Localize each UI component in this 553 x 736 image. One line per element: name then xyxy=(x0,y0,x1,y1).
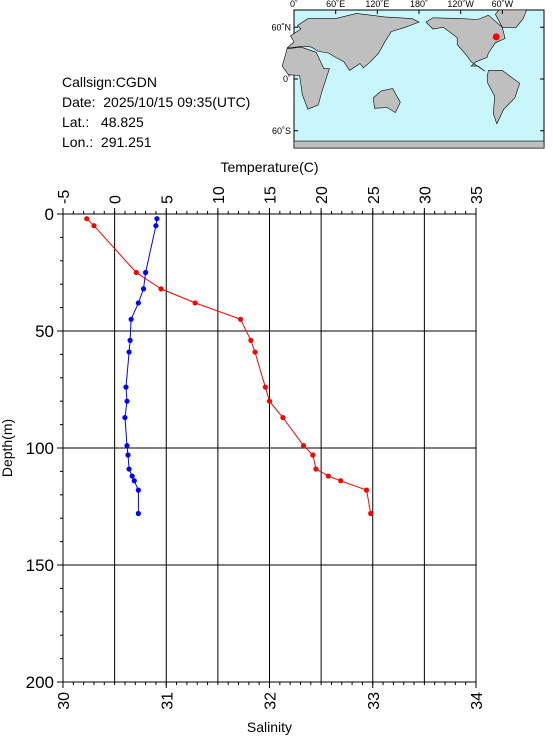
map-top-tick-label: 180˚ xyxy=(410,0,428,9)
grid xyxy=(62,213,477,683)
salinity-point xyxy=(135,487,141,493)
salinity-point xyxy=(135,510,141,517)
salinity-point xyxy=(135,300,141,306)
temperature-point xyxy=(325,473,331,479)
salinity-tick-label: 32 xyxy=(263,692,280,710)
salinity-axis-label: Salinity xyxy=(247,719,292,735)
lat-label: Lat.: xyxy=(62,114,90,130)
depth-tick-label: 0 xyxy=(45,205,54,224)
map-ticks: 0˚ 60˚E 120˚E 180˚ 120˚W 60˚W 60˚N 0˚ 60˚S xyxy=(271,0,544,136)
temperature-point xyxy=(338,478,344,484)
depth-axis: 0 50 100 150 200 Depth(m) xyxy=(0,205,63,692)
callsign-line: Callsign:CGDN xyxy=(62,72,250,92)
map-top-tick-label: 120˚W xyxy=(447,0,474,9)
salinity-point xyxy=(123,384,129,390)
temperature-axis: -5 0 5 10 15 20 25 30 35 Temperature(C) xyxy=(56,159,486,214)
depth-tick-label: 50 xyxy=(35,322,54,341)
depth-tick-label: 100 xyxy=(26,439,54,458)
date-label: Date: xyxy=(62,94,96,110)
temperature-point xyxy=(310,452,316,458)
temperature-axis-label: Temperature(C) xyxy=(220,159,318,175)
lon-line: Lon.: 291.251 xyxy=(62,132,250,152)
map-left-tick-label: 60˚S xyxy=(272,126,291,136)
map-left-tick-label: 0˚ xyxy=(283,74,291,84)
temperature-tick-label: 0 xyxy=(108,195,125,204)
temperature-point xyxy=(300,443,307,449)
salinity-tick-label: 33 xyxy=(366,692,383,710)
salinity-point xyxy=(128,316,134,322)
map-left-tick-label: 60˚N xyxy=(271,22,291,32)
land-mass xyxy=(495,9,528,28)
lat-line: Lat.: 48.825 xyxy=(62,112,250,132)
temperature-tick-label: -5 xyxy=(56,190,73,204)
salinity-tick-label: 30 xyxy=(56,692,73,710)
temperature-point xyxy=(363,487,370,493)
salinity-tick-label: 31 xyxy=(159,692,176,710)
map-land xyxy=(281,9,545,149)
lat-value: 48.825 xyxy=(100,114,144,130)
temperature-point xyxy=(133,269,139,276)
temperature-point xyxy=(158,286,164,292)
depth-axis-label: Depth(m) xyxy=(0,419,15,477)
map-top-tick-label: 60˚W xyxy=(492,0,514,9)
temperature-point xyxy=(266,398,273,404)
land-mass xyxy=(372,88,401,114)
salinity-point xyxy=(125,452,131,458)
temperature-point xyxy=(252,349,258,355)
temperature-point xyxy=(368,510,374,517)
depth-tick-label: 150 xyxy=(26,556,54,575)
temperature-point xyxy=(91,223,97,229)
temperature-tick-label: 35 xyxy=(469,186,486,204)
salinity-point xyxy=(140,286,147,292)
world-map: 0˚ 60˚E 120˚E 180˚ 120˚W 60˚W 60˚N 0˚ 60˚S xyxy=(271,0,545,149)
salinity-point xyxy=(153,223,159,229)
callsign-value: CGDN xyxy=(115,74,157,90)
callsign-label: Callsign: xyxy=(62,74,116,90)
salinity-tick-label: 34 xyxy=(469,692,486,710)
date-value: 2025/10/15 09:35(UTC) xyxy=(103,94,251,110)
land-mass xyxy=(286,13,420,71)
temperature-point xyxy=(192,300,198,306)
temperature-series xyxy=(84,216,374,517)
map-top-tick-label: 120˚E xyxy=(365,0,389,9)
temperature-point xyxy=(280,414,286,421)
date-line: Date: 2025/10/15 09:35(UTC) xyxy=(62,92,250,112)
salinity-point xyxy=(122,414,128,421)
map-top-tick-label: 60˚E xyxy=(326,0,345,9)
temperature-point xyxy=(262,384,268,390)
depth-tick-label: 200 xyxy=(26,673,54,692)
temperature-tick-label: 5 xyxy=(159,195,176,204)
salinity-point xyxy=(131,478,137,484)
land-mass xyxy=(486,70,521,125)
salinity-point xyxy=(126,466,132,472)
map-top-tick-label: 0˚ xyxy=(290,0,298,9)
lon-value: 291.251 xyxy=(100,134,152,150)
salinity-point xyxy=(124,398,130,404)
land-mass xyxy=(293,140,545,149)
land-mass xyxy=(425,14,506,72)
salinity-series xyxy=(122,216,160,517)
temperature-tick-label: 15 xyxy=(263,186,280,204)
salinity-point xyxy=(129,473,135,479)
salinity-axis: 30 31 32 33 34 Salinity xyxy=(56,682,486,735)
salinity-point xyxy=(143,269,149,276)
salinity-point xyxy=(126,349,132,355)
land-mass xyxy=(281,46,330,110)
temperature-tick-label: 30 xyxy=(417,186,434,204)
station-marker xyxy=(492,33,500,41)
temperature-point xyxy=(313,466,319,472)
salinity-point xyxy=(124,443,130,449)
temperature-point xyxy=(84,216,90,222)
temperature-tick-label: 20 xyxy=(314,186,331,204)
salinity-point xyxy=(127,337,133,343)
temperature-point xyxy=(248,337,254,343)
lon-label: Lon.: xyxy=(62,134,94,150)
station-info: Callsign:CGDN Date: 2025/10/15 09:35(UTC… xyxy=(62,72,250,152)
temperature-point xyxy=(237,316,244,322)
salinity-point xyxy=(154,216,160,222)
temperature-tick-label: 10 xyxy=(211,186,228,204)
temperature-tick-label: 25 xyxy=(366,186,383,204)
